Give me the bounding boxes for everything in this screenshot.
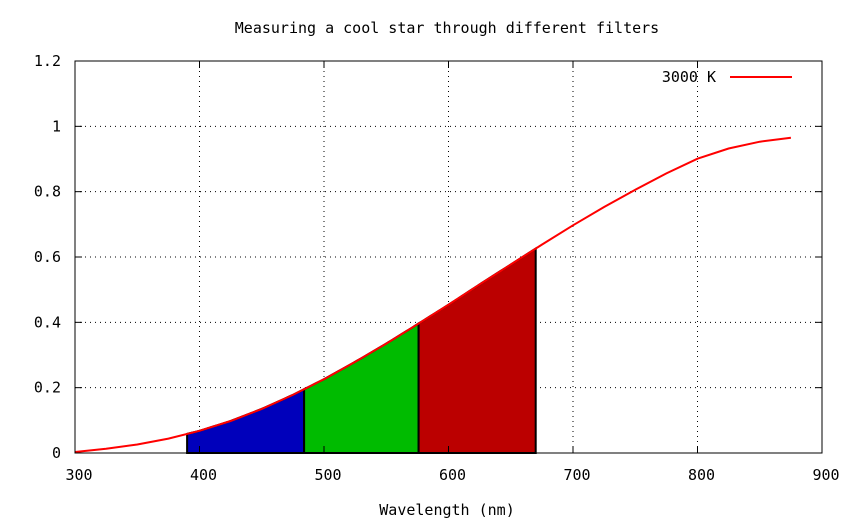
x-tick-label: 700 bbox=[563, 466, 590, 484]
x-tick-label: 500 bbox=[314, 466, 341, 484]
legend: 3000 K bbox=[662, 68, 792, 86]
y-tick-label: 0.4 bbox=[34, 313, 61, 331]
series-lines bbox=[74, 136, 792, 453]
y-tick-label: 0.2 bbox=[34, 379, 61, 397]
y-tick-label: 1.2 bbox=[34, 52, 61, 70]
y-tick-label: 0.8 bbox=[34, 183, 61, 201]
x-tick-label: 300 bbox=[65, 466, 92, 484]
y-tick-label: 1 bbox=[52, 117, 61, 135]
y-tick-label: 0.6 bbox=[34, 248, 61, 266]
legend-label: 3000 K bbox=[662, 68, 716, 86]
chart-title: Measuring a cool star through different … bbox=[235, 19, 659, 37]
axis-ticks: 300 400 500 600 700 800 900 0 0.2 0.4 0.6 0.8 1 1.2 bbox=[34, 52, 840, 484]
y-tick-label: 0 bbox=[52, 444, 61, 462]
x-tick-label: 800 bbox=[688, 466, 715, 484]
filter-band-red bbox=[417, 246, 537, 454]
filter-bands bbox=[186, 246, 537, 454]
x-tick-label: 600 bbox=[439, 466, 466, 484]
grid bbox=[75, 61, 822, 453]
series-line bbox=[74, 136, 792, 453]
x-tick-label: 400 bbox=[190, 466, 217, 484]
filter-band-green bbox=[303, 321, 420, 454]
x-axis-label: Wavelength (nm) bbox=[379, 501, 514, 519]
x-tick-label: 900 bbox=[812, 466, 839, 484]
